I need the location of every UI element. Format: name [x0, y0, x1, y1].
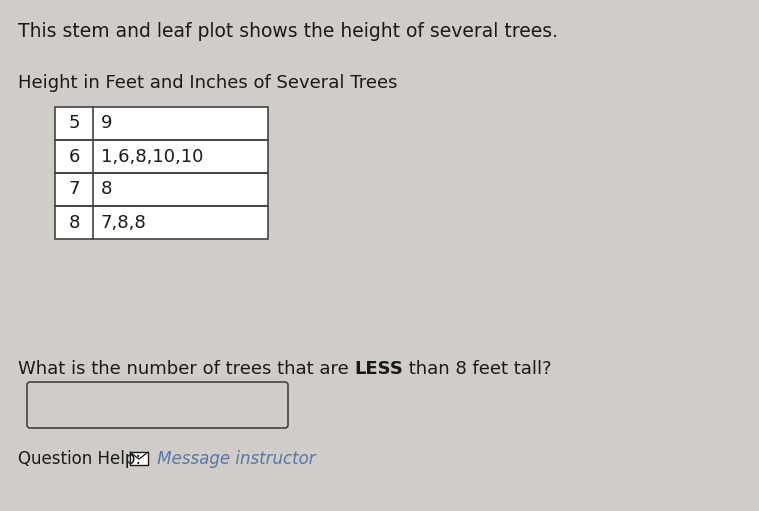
Text: 5: 5: [68, 114, 80, 132]
Text: This stem and leaf plot shows the height of several trees.: This stem and leaf plot shows the height…: [18, 22, 558, 41]
Text: 8: 8: [101, 180, 112, 198]
Text: than 8 feet tall?: than 8 feet tall?: [403, 360, 552, 378]
Bar: [55, 206, 268, 239]
Text: 6: 6: [68, 148, 80, 166]
Text: 8: 8: [68, 214, 80, 231]
Bar: [55, 173, 268, 206]
Text: 9: 9: [101, 114, 112, 132]
Text: Height in Feet and Inches of Several Trees: Height in Feet and Inches of Several Tre…: [18, 74, 398, 92]
Text: Message instructor: Message instructor: [152, 450, 316, 468]
Text: 1,6,8,10,10: 1,6,8,10,10: [101, 148, 203, 166]
FancyBboxPatch shape: [27, 382, 288, 428]
Text: What is the number of trees that are: What is the number of trees that are: [18, 360, 354, 378]
Text: LESS: LESS: [354, 360, 403, 378]
Text: Question Help:: Question Help:: [18, 450, 141, 468]
Text: 7: 7: [68, 180, 80, 198]
Text: 7,8,8: 7,8,8: [101, 214, 146, 231]
Bar: [55, 107, 268, 140]
Bar: [55, 140, 268, 173]
Bar: [130, 452, 148, 465]
Bar: [55, 107, 268, 239]
